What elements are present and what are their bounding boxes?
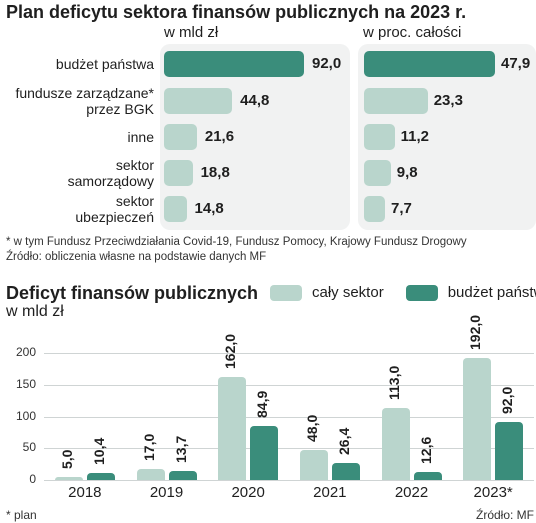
category-label-line: sektor [115,193,154,209]
proc-value-label: 23,3 [433,92,463,109]
category-label-line: inne [127,129,154,145]
proc-value-label: 9,8 [396,164,418,181]
proc-bar [364,160,391,186]
bar-value-label: 10,4 [90,438,107,466]
bar-caly-sektor [299,449,328,480]
bar-caly-sektor [381,408,410,480]
bar-value-label: 13,7 [172,436,189,464]
legend-label-caly-sektor: cały sektor [312,284,384,301]
mld-value-label: 92,0 [312,55,342,72]
proc-value-label: 47,9 [501,55,531,72]
bar-value-label: 12,6 [417,436,434,464]
bar-caly-sektor [54,476,83,480]
footnote: * w tym Fundusz Przeciwdziałania Covid-1… [6,236,467,248]
y-tick-label: 100 [15,408,36,423]
bar-value-label: 162,0 [222,334,239,370]
category-label: inne [2,129,154,145]
mld-value-label: 18,8 [200,164,230,181]
y-tick-label: 200 [15,345,36,359]
category-label-line: przez BGK [86,101,154,117]
y-tick-label: 50 [22,440,36,455]
panel-title-proc: w proc. całości [363,24,462,41]
mld-bar [164,51,304,77]
proc-bar [364,88,428,114]
bar-value-label: 17,0 [140,433,157,462]
gridline [44,416,534,418]
gridline [44,353,534,354]
y-tick-label: 0 [29,472,36,486]
mld-bar [164,196,187,222]
bar-value-label: 48,0 [303,414,320,442]
category-label-line: samorządowy [67,173,154,189]
bar-value-label: 113,0 [385,365,402,401]
y-tick-label: 150 [15,376,36,391]
source-top: Źródło: obliczenia własne na podstawie d… [6,251,267,263]
proc-bar [364,51,495,77]
bar-value-label: 5,0 [58,449,75,469]
bar-budzet [495,421,524,480]
category-label-line: fundusze zarządzane* [15,85,154,101]
category-label-line: sektor [115,157,154,173]
proc-bar [364,196,386,222]
bar-budzet [250,426,279,480]
bar-budzet [86,473,115,480]
mld-value-label: 14,8 [194,200,224,217]
bottom-chart-title: Deficyt finansów publicznych [6,283,259,303]
mld-bar [164,124,197,150]
bottom-chart-subtitle: w mld zł [6,303,64,320]
category-label-line: ubezpieczeń [75,209,154,225]
mld-value-label: 21,6 [204,128,235,145]
category-label: sektor ubezpieczeń [2,193,154,225]
source-bottom: Źródło: MF [476,508,535,522]
bar-value-label: 26,4 [335,427,352,456]
category-label: sektor samorządowy [2,157,154,189]
legend-label-budzet: budżet państwa [447,284,536,301]
legend: cały sektor budżet państwa [270,284,536,301]
bar-value-label: 84,9 [254,390,271,419]
gridline [44,480,534,481]
bar-budzet [413,471,442,480]
legend-swatch-budzet [405,284,438,301]
x-tick-label: 2018 [68,484,102,501]
gridline [44,384,534,386]
x-tick-label: 2022 [394,484,429,501]
proc-value-label: 7,7 [391,200,412,217]
mld-bar [164,88,233,114]
bar-caly-sektor [463,358,492,480]
mld-bar [164,160,193,186]
bar-caly-sektor [218,377,247,480]
bar-caly-sektor [136,469,165,480]
proc-bar [364,124,395,150]
category-label-line: budżet państwa [55,56,154,72]
panel-title-mld: w mld zł [164,24,219,41]
x-tick-label: 2019 [149,484,184,501]
proc-value-label: 11,2 [400,128,429,145]
bar-value-label: 192,0 [467,315,484,351]
bar-budzet [331,463,360,480]
chart-title: Plan deficytu sektora finansów publiczny… [6,2,467,22]
bar-budzet [168,471,197,480]
bar-value-label: 92,0 [499,386,516,414]
x-tick-label: 2023* [473,484,513,501]
mld-value-label: 44,8 [240,92,270,109]
x-tick-label: 2020 [231,484,265,501]
legend-swatch-caly-sektor [270,284,302,301]
x-tick-label: 2021 [313,484,347,501]
category-label: budżet państwa [2,56,154,72]
gridline [44,448,534,450]
category-label: fundusze zarządzane* przez BGK [2,85,154,117]
plan-note: * plan [6,508,37,522]
